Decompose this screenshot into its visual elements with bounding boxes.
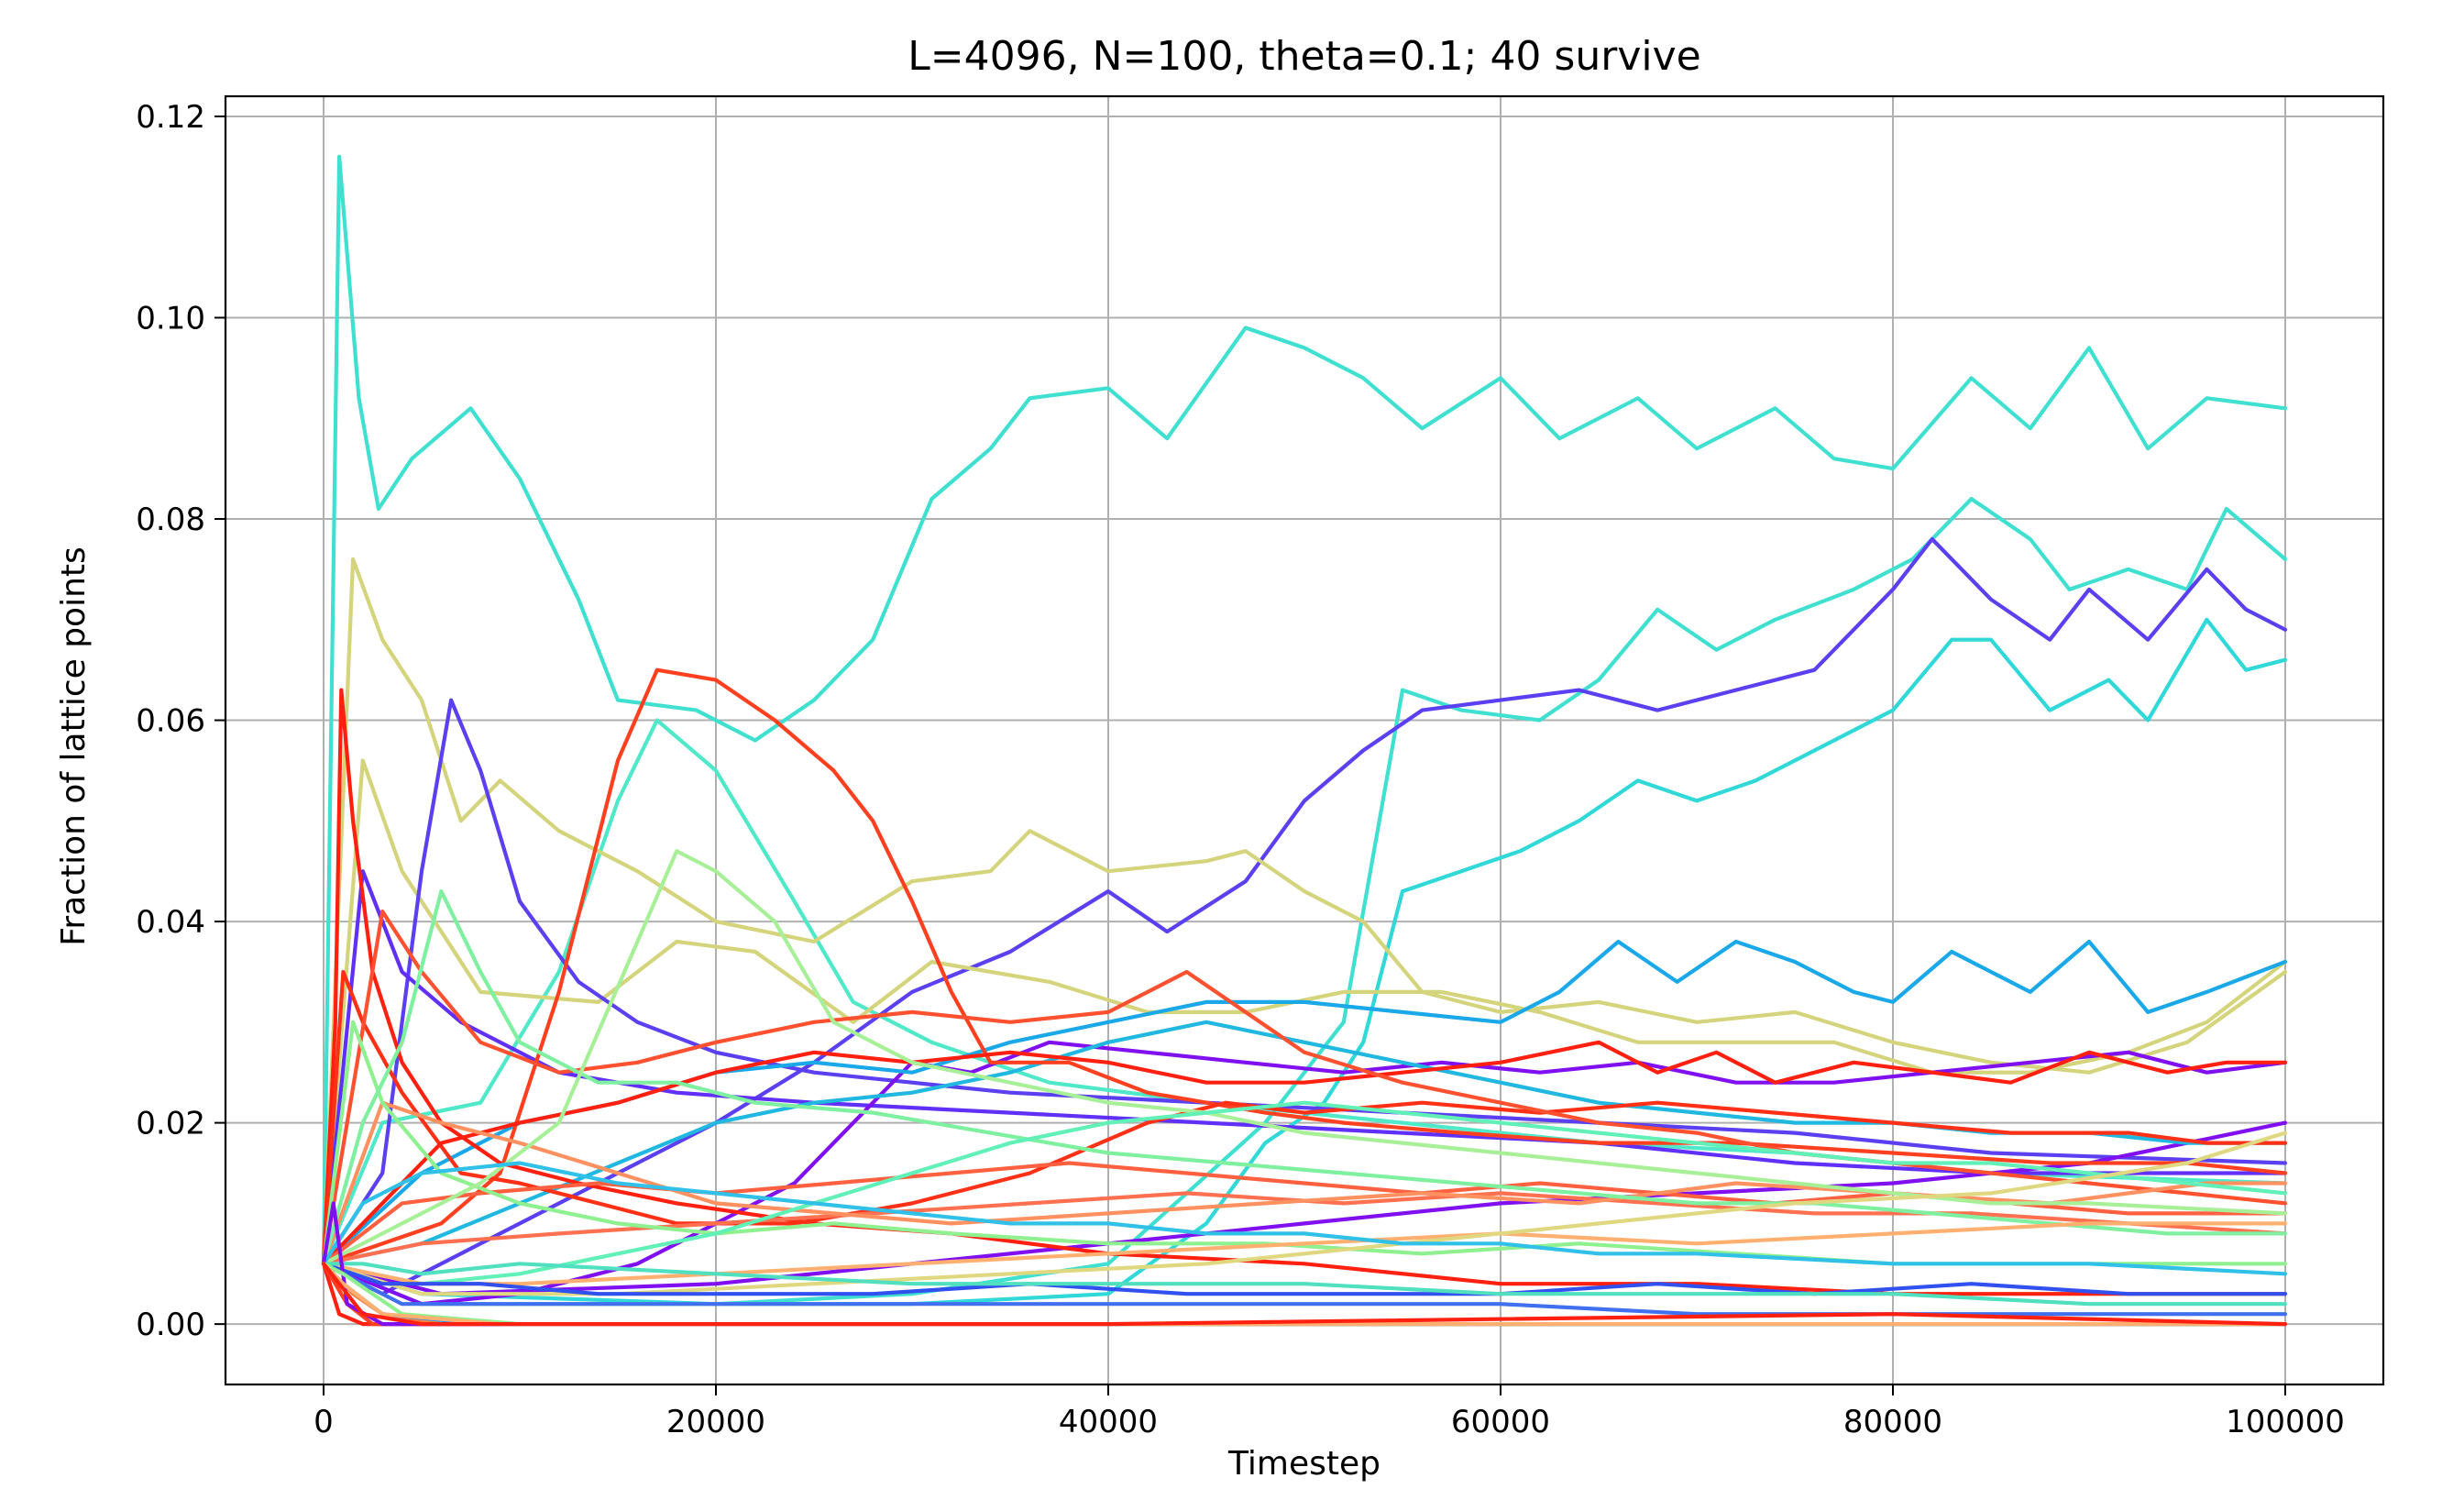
y-tick-label: 0.12 [136, 99, 205, 136]
x-tick-label: 0 [314, 1404, 334, 1440]
y-tick-label: 0.08 [136, 502, 205, 538]
y-tick-label: 0.06 [136, 703, 205, 740]
series-line-10 [321, 1040, 2288, 1307]
y-tick-label: 0.00 [136, 1307, 205, 1343]
x-tick-label: 100000 [2226, 1404, 2345, 1440]
series-line-11 [321, 1120, 2288, 1296]
series-line-14 [321, 688, 2288, 1296]
x-tick-label: 60000 [1451, 1404, 1550, 1440]
y-tick-label: 0.10 [136, 300, 205, 336]
series-line-2 [321, 718, 2288, 1266]
series-line-23 [321, 889, 2288, 1266]
x-tick-label: 40000 [1059, 1404, 1158, 1440]
y-tick-label: 0.02 [136, 1106, 205, 1142]
series-line-6 [321, 557, 2288, 1266]
series-line-25 [321, 1100, 2288, 1286]
series-line-38 [321, 1262, 2288, 1327]
y-tick-label: 0.04 [136, 904, 205, 941]
chart-title: L=4096, N=100, theta=0.1; 40 survive [908, 33, 1700, 80]
series-line-39 [321, 1262, 2288, 1327]
series-line-31 [321, 1262, 2288, 1307]
x-axis-label: Timestep [1227, 1445, 1380, 1483]
series-line-26 [321, 1221, 2288, 1286]
series-line-9 [321, 869, 2288, 1266]
series-line-5 [321, 536, 2288, 1296]
series-line-1 [321, 154, 2288, 1266]
plot-frame [224, 94, 2385, 1386]
series-line-24 [321, 849, 2288, 1266]
series-line-17 [321, 1040, 2288, 1266]
series-line-28 [321, 1161, 2288, 1276]
series-lines [321, 154, 2288, 1327]
series-line-16 [321, 969, 2288, 1266]
y-axis-label: Fraction of lattice points [55, 546, 93, 946]
axis-ticks: 0 20000 40000 60000 80000 100000 0.00 0.02 0.04 0… [136, 99, 2345, 1440]
x-tick-label: 20000 [666, 1404, 765, 1440]
series-line-12 [321, 939, 2288, 1266]
x-tick-label: 80000 [1843, 1404, 1942, 1440]
series-line-29 [321, 1262, 2288, 1296]
